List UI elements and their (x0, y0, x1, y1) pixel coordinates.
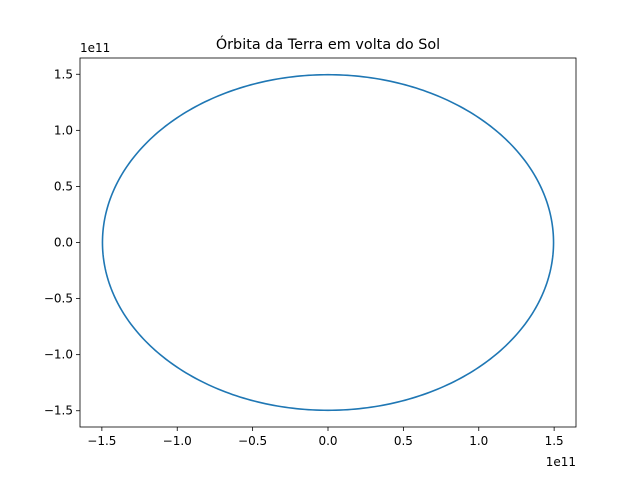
x-tick-label: −1.5 (87, 434, 116, 448)
x-tick-label: 0.0 (318, 434, 337, 448)
y-tick-label: 0.0 (54, 236, 73, 250)
plot-area (101, 73, 555, 412)
x-tick-label: 0.5 (394, 434, 413, 448)
y-tick-label: −1.0 (44, 348, 73, 362)
x-tick-label: 1.0 (469, 434, 488, 448)
y-axis-offset-label: 1e11 (80, 41, 110, 55)
y-tick-label: 0.5 (54, 179, 73, 193)
y-axis-ticks: −1.5 −1.0 −0.5 0.0 0.5 1.0 1.5 (44, 67, 80, 418)
x-tick-label: 1.5 (545, 434, 564, 448)
x-tick-label: −0.5 (238, 434, 267, 448)
y-tick-label: 1.0 (54, 123, 73, 137)
x-tick-label: −1.0 (163, 434, 192, 448)
orbit-line-series-0 (101, 73, 555, 412)
y-tick-label: −0.5 (44, 292, 73, 306)
chart-title: Órbita da Terra em volta do Sol (216, 35, 440, 53)
x-axis-ticks: −1.5 −1.0 −0.5 0.0 0.5 1.0 1.5 (87, 427, 564, 448)
x-axis-offset-label: 1e11 (546, 455, 576, 469)
y-tick-label: 1.5 (54, 67, 73, 81)
axes-frame (79, 57, 577, 428)
y-tick-label: −1.5 (44, 404, 73, 418)
